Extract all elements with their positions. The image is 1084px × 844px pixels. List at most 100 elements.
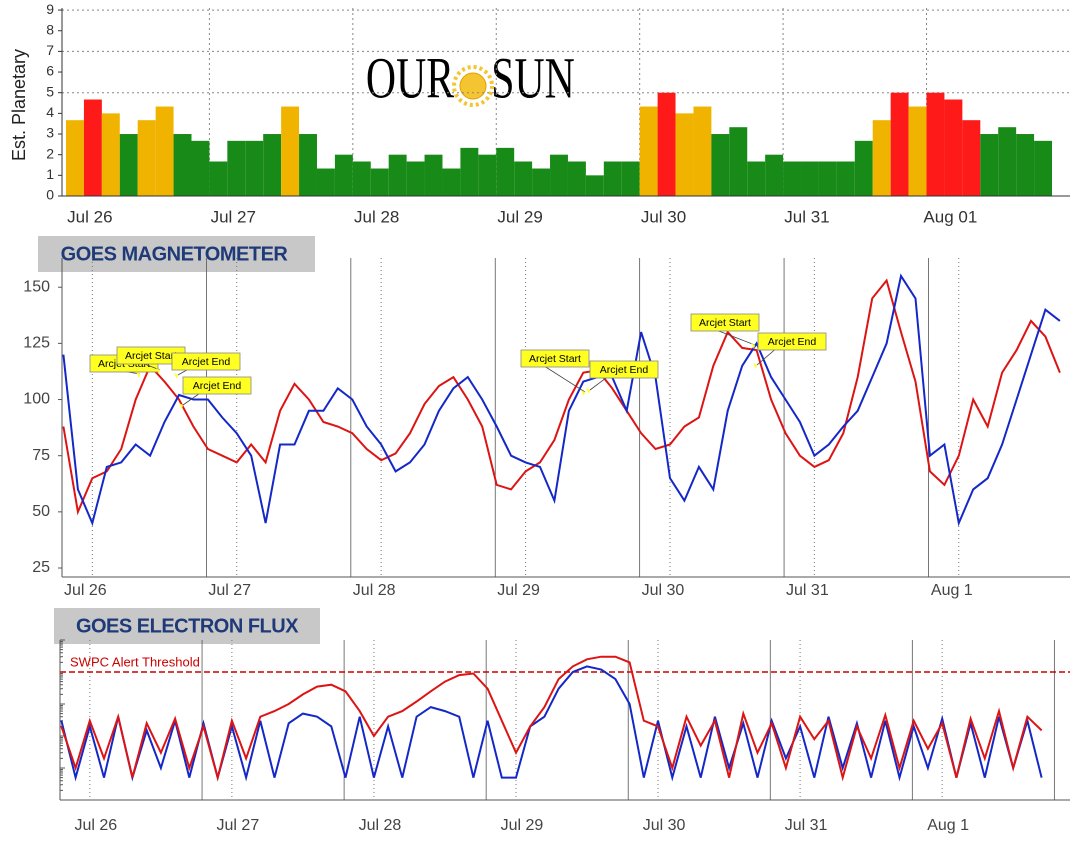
annotation-pointer: [540, 363, 586, 393]
annotation-arrow: [174, 373, 178, 379]
bar: [836, 161, 855, 196]
x-tick-label: Jul 30: [642, 582, 685, 599]
bar: [209, 161, 228, 196]
x-tick-label: Jul 31: [785, 817, 828, 834]
bar: [926, 92, 945, 196]
y-tick-label: 8: [46, 21, 54, 37]
annotation-arrow: [753, 363, 757, 369]
bar: [675, 113, 694, 196]
annotation-arrow: [156, 368, 160, 374]
annotation-box: [182, 376, 252, 395]
x-tick-label: Jul 28: [359, 817, 402, 834]
y-tick-label: 1: [46, 166, 54, 182]
bar: [998, 127, 1017, 196]
y-axis-label: Est. Planetary: [9, 49, 29, 161]
bar: [639, 106, 658, 196]
bar: [137, 120, 156, 196]
x-tick-label: Aug 1: [931, 582, 973, 599]
annotation-box: [171, 352, 241, 371]
bar: [890, 92, 909, 196]
y-tick-label: 5: [46, 83, 54, 99]
x-tick-label: Jul 27: [208, 582, 251, 599]
bar: [693, 106, 712, 196]
bar: [1034, 140, 1052, 196]
bar: [460, 147, 479, 196]
annotation-text: Arcjet End: [193, 380, 242, 392]
bar: [603, 161, 622, 196]
x-tick-label: Jul 27: [217, 817, 260, 834]
bar: [406, 161, 425, 196]
y-tick-label: 0: [46, 187, 54, 203]
data-line: [62, 273, 1061, 527]
bar: [747, 161, 766, 196]
annotation-arrow: [179, 403, 183, 409]
bar: [263, 134, 282, 196]
y-tick-label: 75: [32, 447, 50, 464]
bar: [119, 134, 138, 196]
bar: [944, 99, 963, 196]
bar: [281, 106, 300, 196]
bar: [245, 140, 264, 196]
y-tick-label: 125: [23, 335, 50, 352]
annotation-text: Arcjet Start: [699, 317, 751, 329]
bar: [585, 175, 604, 196]
bar: [729, 127, 748, 196]
y-tick-label: 150: [23, 278, 50, 295]
chart-title: GOES ELECTRON FLUX: [76, 615, 299, 637]
annotation-text: Arcjet End: [600, 364, 649, 376]
x-tick-label: Jul 26: [74, 817, 117, 834]
bar: [191, 140, 210, 196]
bar: [299, 134, 317, 196]
bar: [66, 120, 84, 196]
bar: [765, 154, 784, 196]
bar: [478, 154, 497, 196]
bar: [532, 168, 551, 196]
x-tick-label: Jul 29: [497, 582, 540, 599]
annotation-box: [589, 360, 659, 379]
logo-text: SUN: [491, 46, 575, 110]
x-tick-label: Jul 26: [64, 582, 107, 599]
x-tick-label: Jul 31: [784, 207, 829, 226]
y-tick-label: 25: [32, 559, 50, 576]
logo-sun: [459, 72, 487, 100]
data-line: [60, 665, 1043, 782]
y-tick-label: 7: [46, 42, 54, 58]
x-tick-label: Aug 1: [927, 817, 969, 834]
bar: [1016, 134, 1035, 196]
y-tick-label: 50: [32, 503, 50, 520]
x-tick-label: Jul 30: [643, 817, 686, 834]
title-box: [38, 236, 315, 272]
bar: [908, 106, 927, 196]
y-tick-label: 2: [46, 145, 54, 161]
bar: [872, 120, 891, 196]
annotation-arrow: [136, 372, 140, 378]
x-tick-label: Jul 28: [354, 207, 399, 226]
bar: [424, 154, 443, 196]
y-tick-label: 6: [46, 63, 54, 79]
x-tick-label: Jul 31: [786, 582, 829, 599]
bar: [334, 154, 353, 196]
annotation-text: Arcjet Start: [529, 353, 581, 365]
bar: [173, 134, 192, 196]
bar: [155, 106, 174, 196]
y-tick-label: 4: [46, 104, 54, 120]
annotation-arrow: [581, 390, 585, 396]
x-tick-label: Jul 30: [641, 207, 686, 226]
bar: [657, 92, 676, 196]
bar: [818, 161, 837, 196]
bar: [567, 161, 586, 196]
bar: [227, 140, 246, 196]
y-tick-label: 3: [46, 125, 54, 141]
bar: [496, 147, 515, 196]
logo-rays: [452, 65, 494, 107]
bar: [442, 168, 461, 196]
x-tick-label: Jul 29: [501, 817, 544, 834]
bar: [514, 161, 533, 196]
annotation-arrow: [751, 343, 755, 349]
x-tick-label: Jul 27: [211, 207, 256, 226]
bar: [962, 120, 981, 196]
chart-title: GOES MAGNETOMETER: [61, 243, 289, 265]
data-line: [62, 278, 1061, 516]
logo: OUR SUN: [366, 46, 575, 110]
